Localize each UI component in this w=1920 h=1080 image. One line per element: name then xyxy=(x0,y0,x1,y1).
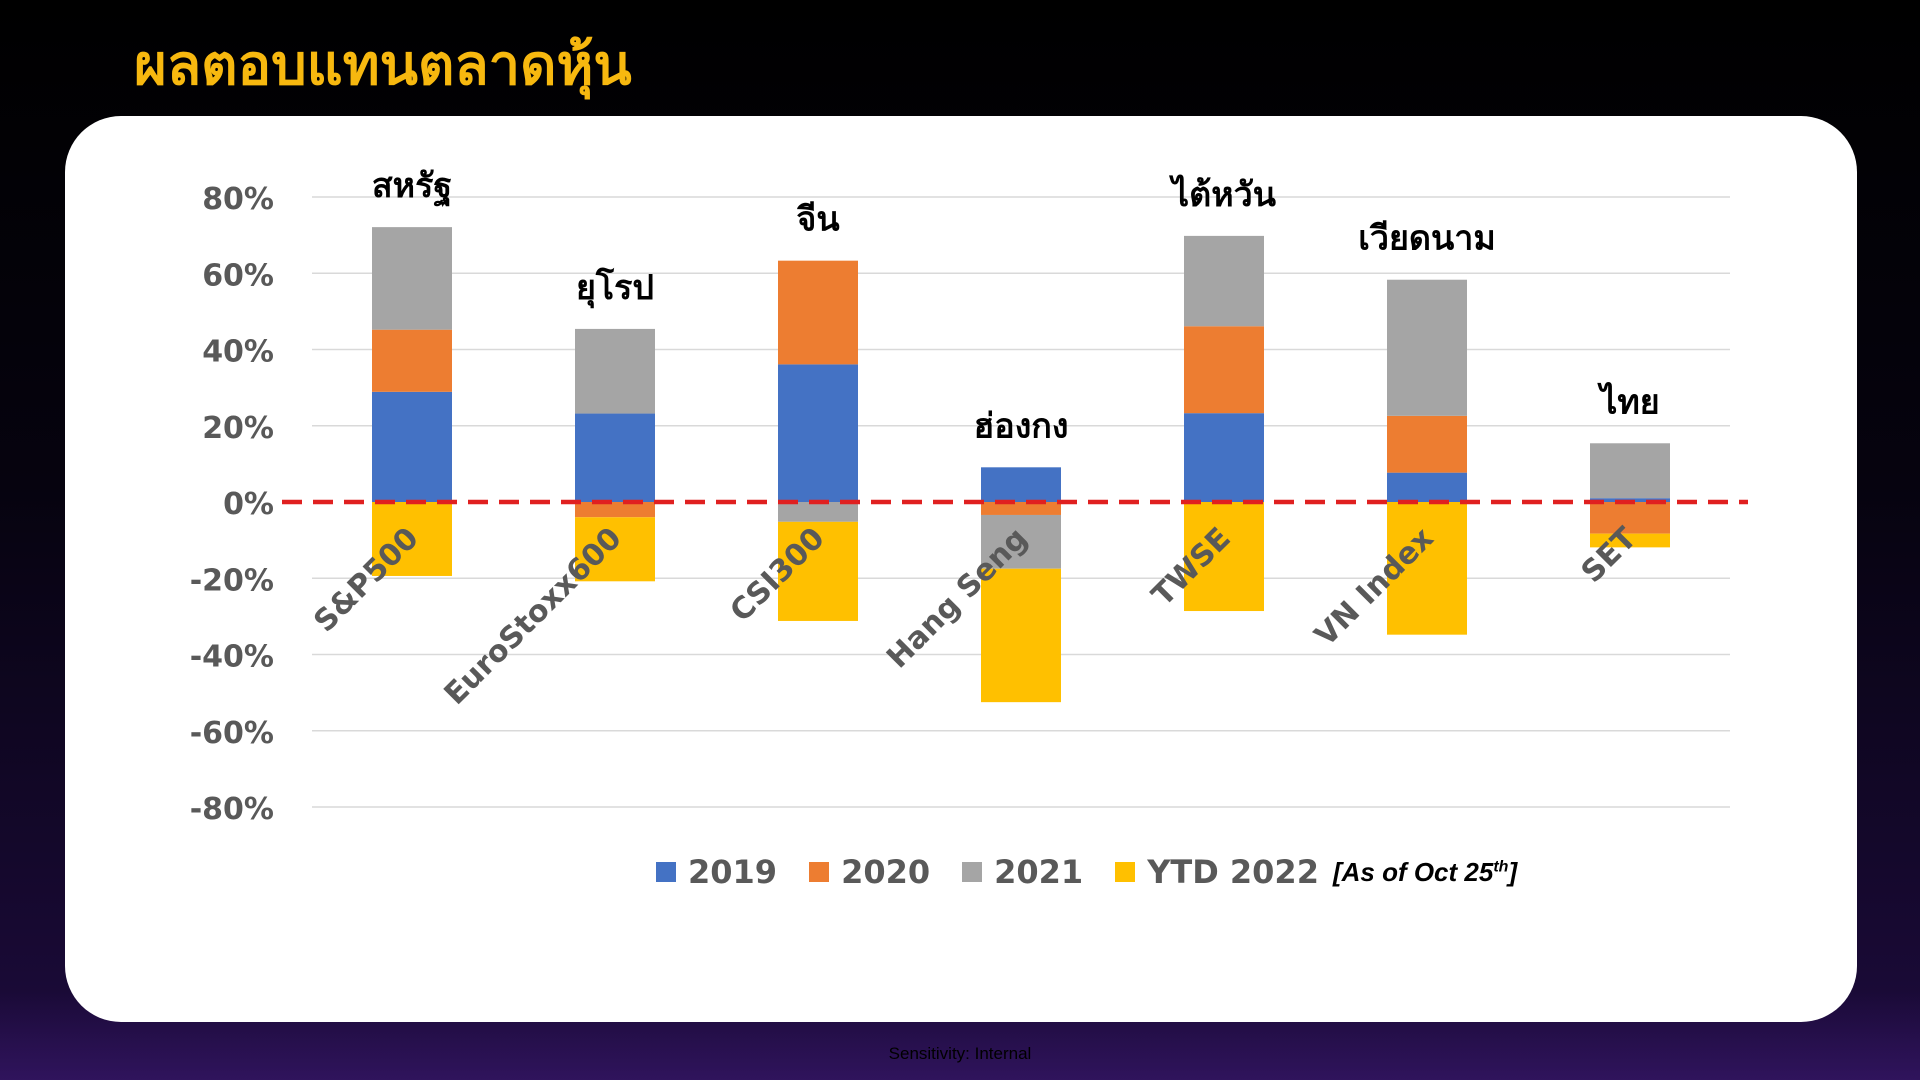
legend-item-ytd-2022: YTD 2022 xyxy=(1115,853,1319,891)
y-tick-label: 60% xyxy=(202,258,274,293)
country-label-hongkong: ฮ่องกง xyxy=(974,406,1069,446)
segment-2021 xyxy=(575,328,655,414)
y-tick-label: 20% xyxy=(202,411,274,446)
y-tick-label: 40% xyxy=(202,335,274,370)
segment-ytd-2022 xyxy=(1590,533,1670,548)
segment-ytd-2022 xyxy=(1387,502,1467,635)
legend-item-2021: 2021 xyxy=(962,853,1083,891)
legend-label-ytd-2022: YTD 2022 xyxy=(1147,853,1319,891)
segment-ytd-2022 xyxy=(372,502,452,576)
segment-2019 xyxy=(778,364,858,502)
segment-2020 xyxy=(372,329,452,392)
segment-ytd-2022 xyxy=(1184,502,1264,612)
country-label-taiwan: ไต้หวัน xyxy=(1169,174,1276,215)
legend-item-2019: 2019 xyxy=(656,853,777,891)
segment-2019 xyxy=(575,413,655,502)
chart-panel xyxy=(65,116,1857,1022)
legend-as-of-note: [As of Oct 25th] xyxy=(1333,857,1517,888)
segment-2019 xyxy=(1387,472,1467,502)
country-label-thailand: ไทย xyxy=(1597,381,1659,422)
segment-2019 xyxy=(981,467,1061,502)
legend-label-2021: 2021 xyxy=(994,853,1084,891)
segment-ytd-2022 xyxy=(981,568,1061,703)
country-label-vietnam: เวียดนาม xyxy=(1358,219,1495,259)
segment-2020 xyxy=(1387,415,1467,473)
segment-2021 xyxy=(1184,235,1264,327)
x-label-eurostoxx600: EuroStoxx600 xyxy=(438,521,629,712)
segment-2021 xyxy=(1387,279,1467,416)
segment-2021 xyxy=(1590,443,1670,499)
legend-item-2020: 2020 xyxy=(809,853,930,891)
country-label-europe: ยุโรป xyxy=(576,267,654,309)
segment-2021 xyxy=(778,502,858,522)
segment-ytd-2022 xyxy=(575,517,655,582)
chart-legend: 2019 2020 2021 YTD 2022 [As of Oct 25th] xyxy=(656,852,1517,892)
slide-title: ผลตอบแทนตลาดหุ้น xyxy=(134,33,632,98)
segment-2020 xyxy=(1590,502,1670,534)
segment-ytd-2022 xyxy=(778,521,858,621)
segment-2020 xyxy=(981,502,1061,515)
legend-note-text: [As of Oct 25 xyxy=(1332,856,1494,887)
segment-2021 xyxy=(372,227,452,330)
y-tick-label: 0% xyxy=(223,487,274,522)
segment-2019 xyxy=(372,391,452,502)
y-tick-label: -80% xyxy=(190,792,274,827)
legend-note-sup: th xyxy=(1493,857,1509,875)
legend-note-end: ] xyxy=(1508,856,1518,887)
legend-label-2019: 2019 xyxy=(688,853,778,891)
country-label-usa: สหรัฐ xyxy=(372,166,452,208)
y-tick-label: 80% xyxy=(202,182,274,217)
legend-swatch-2020 xyxy=(809,862,830,882)
segment-2021 xyxy=(981,514,1061,569)
y-tick-label: -60% xyxy=(190,716,274,751)
sensitivity-footer: Sensitivity: Internal xyxy=(888,1044,1032,1063)
segment-2020 xyxy=(1184,326,1264,414)
segment-2020 xyxy=(778,260,858,365)
legend-swatch-2019 xyxy=(656,862,676,882)
x-label-sp500: S&P500 xyxy=(307,521,425,639)
y-tick-label: -20% xyxy=(190,563,274,598)
country-label-china: จีน xyxy=(796,200,839,240)
legend-label-2020: 2020 xyxy=(841,853,931,891)
legend-swatch-ytd-2022 xyxy=(1115,862,1136,882)
segment-2020 xyxy=(575,502,655,518)
legend-swatch-2021 xyxy=(962,862,983,882)
y-tick-label: -40% xyxy=(190,640,274,675)
segment-2019 xyxy=(1184,413,1264,502)
